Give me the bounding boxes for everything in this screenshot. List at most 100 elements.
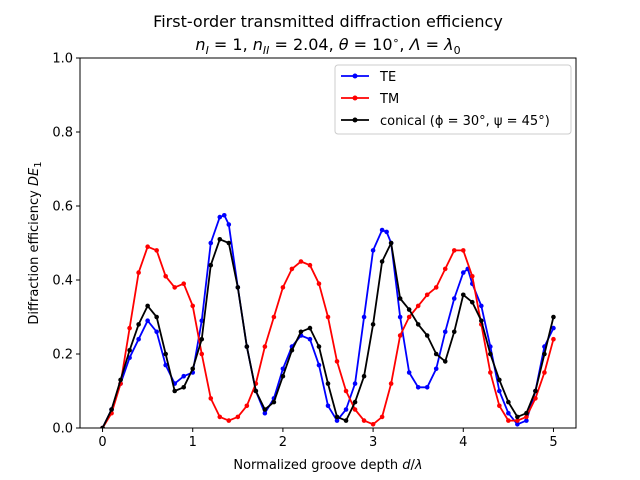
legend-tm-marker (352, 95, 358, 101)
legend-conical-marker (352, 117, 358, 123)
y-tick-label: 0.4 (52, 274, 73, 289)
data-point (325, 403, 331, 409)
data-point (352, 407, 358, 412)
data-point (388, 381, 394, 386)
y-tick-label: 0.0 (52, 422, 73, 437)
data-point (208, 240, 214, 246)
data-point (181, 385, 187, 390)
data-point (208, 396, 214, 401)
data-point (136, 336, 141, 342)
y-tick-label: 0.2 (52, 348, 73, 363)
data-point (433, 351, 439, 357)
data-point (100, 425, 105, 428)
y-axis: 0.0 0.2 0.4 0.6 0.8 1.0 (52, 52, 80, 437)
data-point (479, 303, 484, 309)
data-point (262, 410, 268, 416)
data-point (506, 418, 511, 423)
data-point (217, 214, 223, 220)
data-point (397, 296, 403, 301)
data-point (208, 262, 214, 268)
data-point (469, 299, 475, 305)
data-point (524, 414, 529, 420)
data-point (370, 422, 376, 427)
data-point (280, 285, 286, 290)
data-point (533, 396, 538, 401)
data-point (497, 388, 502, 394)
data-point (316, 344, 322, 349)
data-point (424, 292, 430, 298)
data-point (442, 266, 448, 272)
data-point (172, 285, 177, 290)
data-point (361, 314, 367, 320)
data-point (460, 248, 466, 253)
legend-conical-label: conical (ϕ = 30°, ψ = 45°) (380, 114, 550, 129)
data-point (533, 388, 538, 394)
data-point (190, 303, 196, 309)
y-axis-label: Diffraction efficiency DE1 (27, 161, 44, 324)
data-point (451, 248, 457, 253)
data-point (289, 348, 295, 353)
data-point (515, 422, 520, 427)
data-point (334, 418, 340, 423)
data-point (289, 266, 295, 272)
data-point (442, 359, 448, 364)
x-tick-label: 1 (189, 435, 197, 450)
data-point (226, 240, 232, 246)
data-point (109, 407, 114, 412)
data-point (199, 318, 205, 324)
data-point (479, 318, 484, 324)
data-point (433, 285, 439, 290)
data-point (370, 248, 376, 253)
data-point (406, 314, 412, 320)
data-point (127, 325, 132, 331)
legend-te-label: TE (379, 70, 396, 85)
data-point (379, 227, 385, 233)
data-point (415, 385, 421, 390)
data-point (244, 344, 250, 349)
data-point (262, 407, 268, 412)
data-point (397, 333, 403, 338)
data-point (542, 351, 547, 357)
data-point (280, 366, 286, 372)
data-point (172, 388, 177, 394)
data-point (524, 418, 529, 423)
data-point (406, 307, 412, 312)
data-point (334, 414, 340, 420)
data-point (524, 410, 529, 416)
data-point (271, 399, 277, 405)
data-point (316, 362, 322, 368)
data-point (497, 403, 502, 409)
data-point (298, 259, 304, 264)
data-point (325, 314, 331, 320)
data-point (244, 403, 250, 409)
data-point (361, 373, 367, 379)
data-point (343, 418, 349, 423)
data-point (488, 370, 493, 375)
data-point (154, 248, 159, 253)
data-point (370, 322, 376, 327)
plot-frame (79, 57, 577, 429)
data-point (352, 381, 358, 386)
data-point (379, 259, 385, 264)
data-point (515, 418, 520, 423)
data-point (181, 373, 187, 379)
data-point (307, 325, 313, 331)
data-point (488, 351, 493, 357)
data-point (221, 212, 227, 218)
data-point (217, 237, 223, 242)
series-layer (100, 212, 556, 428)
x-tick-label: 2 (279, 435, 287, 450)
data-point (199, 336, 205, 342)
data-point (424, 333, 430, 338)
data-point (388, 240, 394, 246)
data-point (154, 329, 159, 335)
data-point (316, 281, 322, 287)
x-tick-label: 5 (549, 435, 557, 450)
data-point (406, 370, 412, 375)
y-tick-label: 0.8 (52, 126, 73, 141)
data-point (506, 399, 511, 405)
data-point (199, 351, 205, 357)
x-axis-label: Normalized groove depth d/λ (233, 458, 422, 473)
chart-title-line2: nI = 1, nII = 2.04, θ = 10∘, Λ = λ0 (195, 34, 460, 57)
data-point (334, 359, 340, 364)
